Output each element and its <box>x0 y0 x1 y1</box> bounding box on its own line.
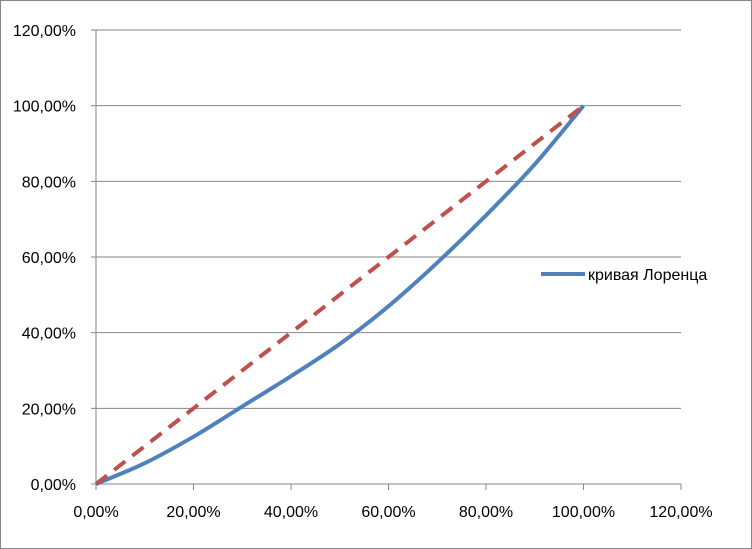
x-tick-label-1: 20,00% <box>166 504 220 521</box>
x-tick-label-2: 40,00% <box>264 504 318 521</box>
y-tick-label-5: 100,00% <box>13 99 76 116</box>
legend: кривая Лоренца <box>541 267 707 284</box>
x-tick-label-0: 0,00% <box>73 504 118 521</box>
y-tick-label-2: 40,00% <box>22 326 76 343</box>
series-lines <box>94 104 586 486</box>
y-tick-label-6: 120,00% <box>13 23 76 40</box>
y-tick-label-3: 60,00% <box>22 250 76 267</box>
gridlines <box>96 29 681 409</box>
x-tick-label-4: 80,00% <box>459 504 513 521</box>
y-tick-label-1: 20,00% <box>22 401 76 418</box>
legend-label: кривая Лоренца <box>588 267 707 284</box>
x-tick-label-5: 100,00% <box>552 504 615 521</box>
x-tick-label-3: 60,00% <box>361 504 415 521</box>
axes <box>91 29 682 490</box>
equality-line-dashed <box>94 104 585 486</box>
x-axis-ticks: 0,00% 20,00% 40,00% 60,00% 80,00% 100,00% 120,… <box>73 504 712 521</box>
y-tick-label-0: 0,00% <box>31 477 76 494</box>
x-tick-label-6: 120,00% <box>649 504 712 521</box>
y-tick-label-4: 80,00% <box>22 174 76 191</box>
y-axis-tick-labels: 0,00% 20,00% 40,00% 60,00% 80,00% 100,00% 120,… <box>13 23 76 494</box>
lorenz-curve-line <box>95 104 586 486</box>
